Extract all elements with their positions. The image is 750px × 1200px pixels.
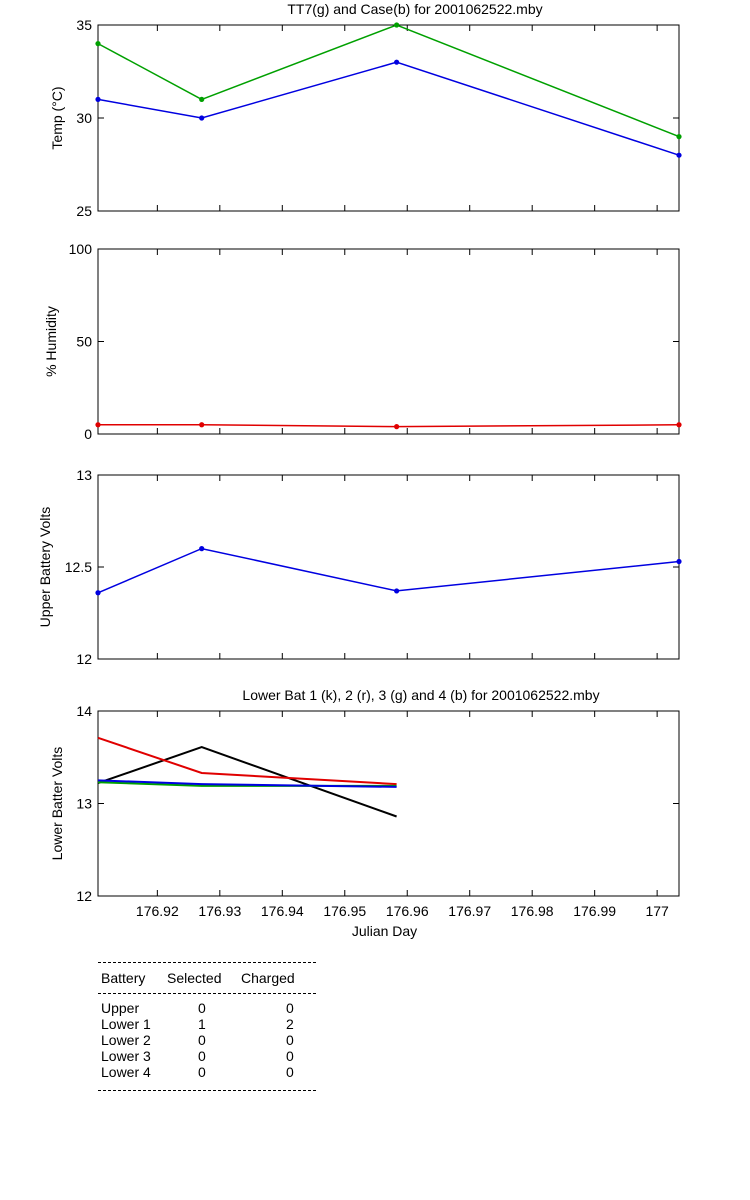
- battery-name: Lower 3: [101, 1048, 151, 1064]
- data-point: [676, 558, 682, 565]
- x-tick-label: 176.93: [198, 903, 241, 919]
- plot-frame: [97, 710, 680, 897]
- chart-panel-2: 0 50 100 % Humidity: [43, 241, 682, 442]
- battery-charged: 0: [286, 1032, 294, 1048]
- battery-selected: 0: [198, 1000, 206, 1016]
- battery-charged: 0: [286, 1000, 294, 1016]
- table-row: Lower 1 1 2: [98, 1016, 316, 1032]
- y-tick-label: 12: [76, 651, 92, 667]
- y-tick-label: 13: [76, 796, 92, 812]
- series-line-2: [97, 61, 680, 156]
- data-point: [95, 590, 101, 596]
- y-axis-label: Temp (°C): [49, 86, 65, 149]
- x-tick-label: 176.96: [386, 903, 429, 919]
- table-row: Upper 0 0: [98, 1000, 316, 1016]
- y-tick-label: 13: [76, 467, 92, 483]
- y-tick-label: 0: [84, 426, 92, 442]
- y-tick-label: 14: [76, 703, 92, 719]
- data-point: [394, 588, 400, 594]
- y-tick-label: 100: [69, 241, 93, 257]
- plot-frame: [97, 474, 680, 660]
- chart-panel-3: 12 12.5 13 Upper Battery Volts: [37, 467, 682, 667]
- battery-selected: 0: [198, 1032, 206, 1048]
- chart-title: Lower Bat 1 (k), 2 (r), 3 (g) and 4 (b) …: [242, 687, 599, 703]
- series-line-2: [97, 736, 397, 786]
- data-point: [199, 115, 205, 121]
- x-tick-label: 176.95: [323, 903, 366, 919]
- data-point: [199, 422, 205, 428]
- table-body: Upper 0 0 Lower 1 1 2 Lower 2 0 0 Lower …: [98, 994, 316, 1090]
- battery-name: Lower 2: [101, 1032, 151, 1048]
- y-axis-label: % Humidity: [43, 306, 59, 377]
- data-point: [95, 41, 101, 47]
- battery-selected: 0: [198, 1064, 206, 1080]
- data-point: [199, 96, 205, 102]
- table-divider-bottom: [98, 1090, 316, 1091]
- chart-panel-1: 25 30 35 TT7(g) and Case(b) for 2001062522.…: [49, 1, 682, 219]
- header-charged: Charged: [241, 970, 295, 986]
- x-axis-label: Julian Day: [352, 923, 417, 939]
- x-tick-label: 176.98: [511, 903, 554, 919]
- x-tick-label: 176.99: [573, 903, 616, 919]
- table-header-row: Battery Selected Charged: [98, 963, 316, 993]
- y-tick-label: 30: [76, 110, 92, 126]
- series-line-1: [97, 24, 680, 138]
- battery-name: Upper: [101, 1000, 140, 1016]
- data-point: [676, 134, 682, 140]
- plot-frame: [97, 248, 680, 435]
- battery-name: Lower 1: [101, 1016, 151, 1032]
- y-tick-label: 12.5: [65, 559, 92, 575]
- table-row: Lower 3 0 0: [98, 1048, 316, 1064]
- data-point: [95, 422, 101, 428]
- x-tick-label: 177: [645, 903, 669, 919]
- y-tick-label: 50: [76, 334, 92, 350]
- data-point: [394, 59, 400, 65]
- data-point: [394, 22, 400, 28]
- series-line-1: [97, 746, 397, 818]
- x-tick-label: 176.97: [448, 903, 491, 919]
- charts-figure: 25 30 35 TT7(g) and Case(b) for 2001062522.…: [37, 1, 682, 939]
- battery-charged: 0: [286, 1048, 294, 1064]
- plot-frame: [97, 24, 680, 212]
- battery-selected: 1: [198, 1016, 206, 1032]
- y-axis-label: Upper Battery Volts: [37, 507, 53, 628]
- battery-table: Battery Selected Charged Upper 0 0 Lower…: [98, 962, 316, 1091]
- data-point: [676, 152, 682, 158]
- chart-panel-4: 176.92 176.93 176.94 176.95 176.96 176.97 176.…: [49, 687, 680, 939]
- series-line-1: [98, 424, 680, 428]
- x-tick-label: 176.92: [136, 903, 179, 919]
- y-tick-label: 35: [76, 17, 92, 33]
- battery-name: Lower 4: [101, 1064, 151, 1080]
- series-line-4: [97, 779, 397, 788]
- table-row: Lower 4 0 0: [98, 1064, 316, 1080]
- data-point: [95, 96, 101, 102]
- battery-selected: 0: [198, 1048, 206, 1064]
- y-tick-label: 25: [76, 203, 92, 219]
- battery-charged: 0: [286, 1064, 294, 1080]
- table-row: Lower 2 0 0: [98, 1032, 316, 1048]
- y-tick-label: 12: [76, 888, 92, 904]
- battery-charged: 2: [286, 1016, 294, 1032]
- y-axis-label: Lower Batter Volts: [49, 747, 65, 861]
- header-selected: Selected: [167, 970, 222, 986]
- data-point: [394, 424, 400, 430]
- x-tick-label: 176.94: [261, 903, 304, 919]
- series-line-1: [97, 547, 680, 594]
- header-battery: Battery: [101, 970, 146, 986]
- data-point: [199, 546, 205, 552]
- table-divider-middle: [98, 993, 316, 994]
- data-point: [676, 422, 682, 428]
- chart-title: TT7(g) and Case(b) for 2001062522.mby: [287, 1, 542, 17]
- table-divider-top: [98, 962, 316, 963]
